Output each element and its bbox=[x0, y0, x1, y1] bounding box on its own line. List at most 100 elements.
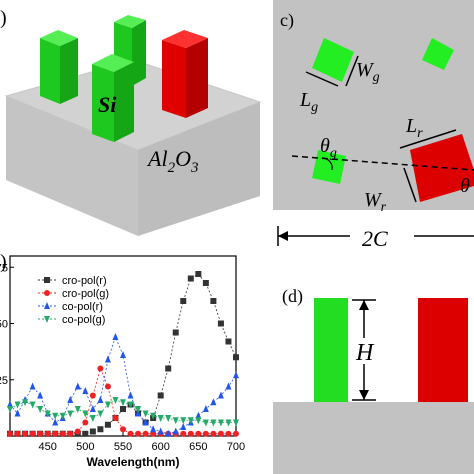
data-point bbox=[44, 316, 50, 323]
data-point bbox=[52, 430, 59, 437]
data-point bbox=[165, 365, 172, 372]
lg-label: Lg bbox=[299, 89, 318, 115]
data-point bbox=[82, 430, 89, 437]
data-point bbox=[217, 419, 224, 427]
data-point bbox=[187, 417, 194, 425]
data-point bbox=[97, 410, 104, 418]
data-point bbox=[7, 400, 13, 408]
data-point bbox=[104, 383, 111, 390]
theta-r-label: θ bbox=[460, 175, 470, 197]
panel-a: ) Si Al2O3 bbox=[0, 7, 262, 236]
data-point bbox=[44, 290, 50, 296]
data-point bbox=[97, 426, 104, 433]
data-point bbox=[127, 401, 134, 409]
data-point bbox=[202, 280, 209, 286]
data-point bbox=[150, 425, 157, 433]
data-point bbox=[112, 415, 119, 421]
spectrum-chart: 450 500 550 600 650 700 25 50 75 Wavelength(nm) cr… bbox=[0, 255, 245, 469]
data-point bbox=[97, 396, 104, 403]
wr-arrow bbox=[403, 167, 417, 203]
data-point bbox=[22, 399, 29, 407]
data-point bbox=[59, 412, 66, 420]
data-point bbox=[142, 418, 149, 426]
data-point bbox=[44, 430, 51, 437]
data-point bbox=[195, 417, 202, 425]
data-point bbox=[67, 430, 74, 437]
data-point bbox=[44, 277, 50, 283]
data-point bbox=[74, 428, 81, 435]
data-point bbox=[157, 415, 164, 422]
legend-entry: cro-pol(g) bbox=[62, 288, 109, 300]
data-point bbox=[135, 406, 142, 413]
data-point bbox=[135, 430, 142, 437]
data-point bbox=[225, 338, 232, 345]
height-label: H bbox=[355, 340, 375, 366]
lg-arrow bbox=[305, 71, 339, 87]
data-point bbox=[82, 410, 89, 418]
data-point bbox=[37, 406, 44, 413]
substrate-right bbox=[138, 102, 260, 236]
data-point bbox=[172, 417, 179, 425]
data-point bbox=[89, 405, 96, 412]
data-point bbox=[74, 382, 81, 390]
data-point bbox=[29, 430, 36, 437]
panel-d: (d) H bbox=[273, 286, 474, 474]
side-red-pillar bbox=[418, 298, 468, 402]
panel-a-label: ) bbox=[0, 7, 7, 29]
green-element-right bbox=[422, 38, 454, 70]
y-tick-label: 25 bbox=[0, 375, 8, 387]
data-point bbox=[104, 401, 111, 409]
data-point bbox=[67, 410, 74, 418]
pillar-front-side bbox=[114, 62, 134, 142]
pillar-front-top bbox=[92, 54, 134, 72]
data-point bbox=[104, 421, 111, 428]
data-point bbox=[150, 412, 157, 420]
data-point bbox=[82, 419, 89, 426]
data-point bbox=[165, 415, 172, 422]
data-point bbox=[127, 391, 134, 399]
data-point bbox=[180, 430, 187, 437]
green-element-bottom bbox=[312, 150, 346, 184]
legend-entry: cro-pol(r) bbox=[62, 275, 107, 287]
data-point bbox=[120, 406, 126, 412]
pillar-back-side bbox=[132, 20, 146, 86]
height-label-bg bbox=[354, 338, 376, 364]
data-point bbox=[202, 430, 209, 437]
wg-label: Wg bbox=[356, 59, 380, 85]
data-point bbox=[52, 418, 59, 426]
pillar-red-front bbox=[162, 40, 186, 118]
data-point bbox=[225, 419, 232, 427]
data-point bbox=[217, 430, 224, 437]
data-point bbox=[157, 392, 164, 399]
data-point bbox=[29, 401, 36, 409]
data-point bbox=[89, 392, 96, 399]
panel-b-label: ) bbox=[0, 251, 7, 273]
data-point bbox=[180, 423, 187, 430]
side-substrate bbox=[273, 402, 474, 474]
height-arrowhead-bottom bbox=[359, 390, 369, 400]
panel-c-label: c) bbox=[280, 10, 294, 31]
data-point bbox=[195, 430, 202, 437]
data-point bbox=[44, 410, 51, 418]
data-point bbox=[7, 406, 13, 413]
y-tick-label: 75 bbox=[0, 262, 8, 274]
legend-entry: co-pol(r) bbox=[62, 301, 103, 313]
theta-g-label: θg bbox=[320, 135, 337, 161]
data-point bbox=[74, 406, 81, 413]
data-point bbox=[172, 427, 179, 435]
data-point bbox=[97, 365, 104, 372]
y-tick-label: 50 bbox=[0, 319, 8, 331]
period-arrowhead bbox=[278, 231, 288, 241]
pillar-left-top bbox=[40, 30, 78, 46]
data-point bbox=[37, 430, 44, 437]
data-point bbox=[112, 397, 119, 404]
data-point bbox=[37, 391, 44, 399]
data-point bbox=[120, 399, 126, 407]
theta-g-arc bbox=[321, 157, 333, 171]
panel-d-label: (d) bbox=[282, 286, 303, 307]
legend-entry: co-pol(g) bbox=[62, 314, 105, 326]
data-point bbox=[202, 419, 209, 427]
data-point bbox=[195, 411, 202, 419]
x-tick-label: 550 bbox=[114, 441, 132, 453]
x-tick-label: 450 bbox=[38, 441, 56, 453]
